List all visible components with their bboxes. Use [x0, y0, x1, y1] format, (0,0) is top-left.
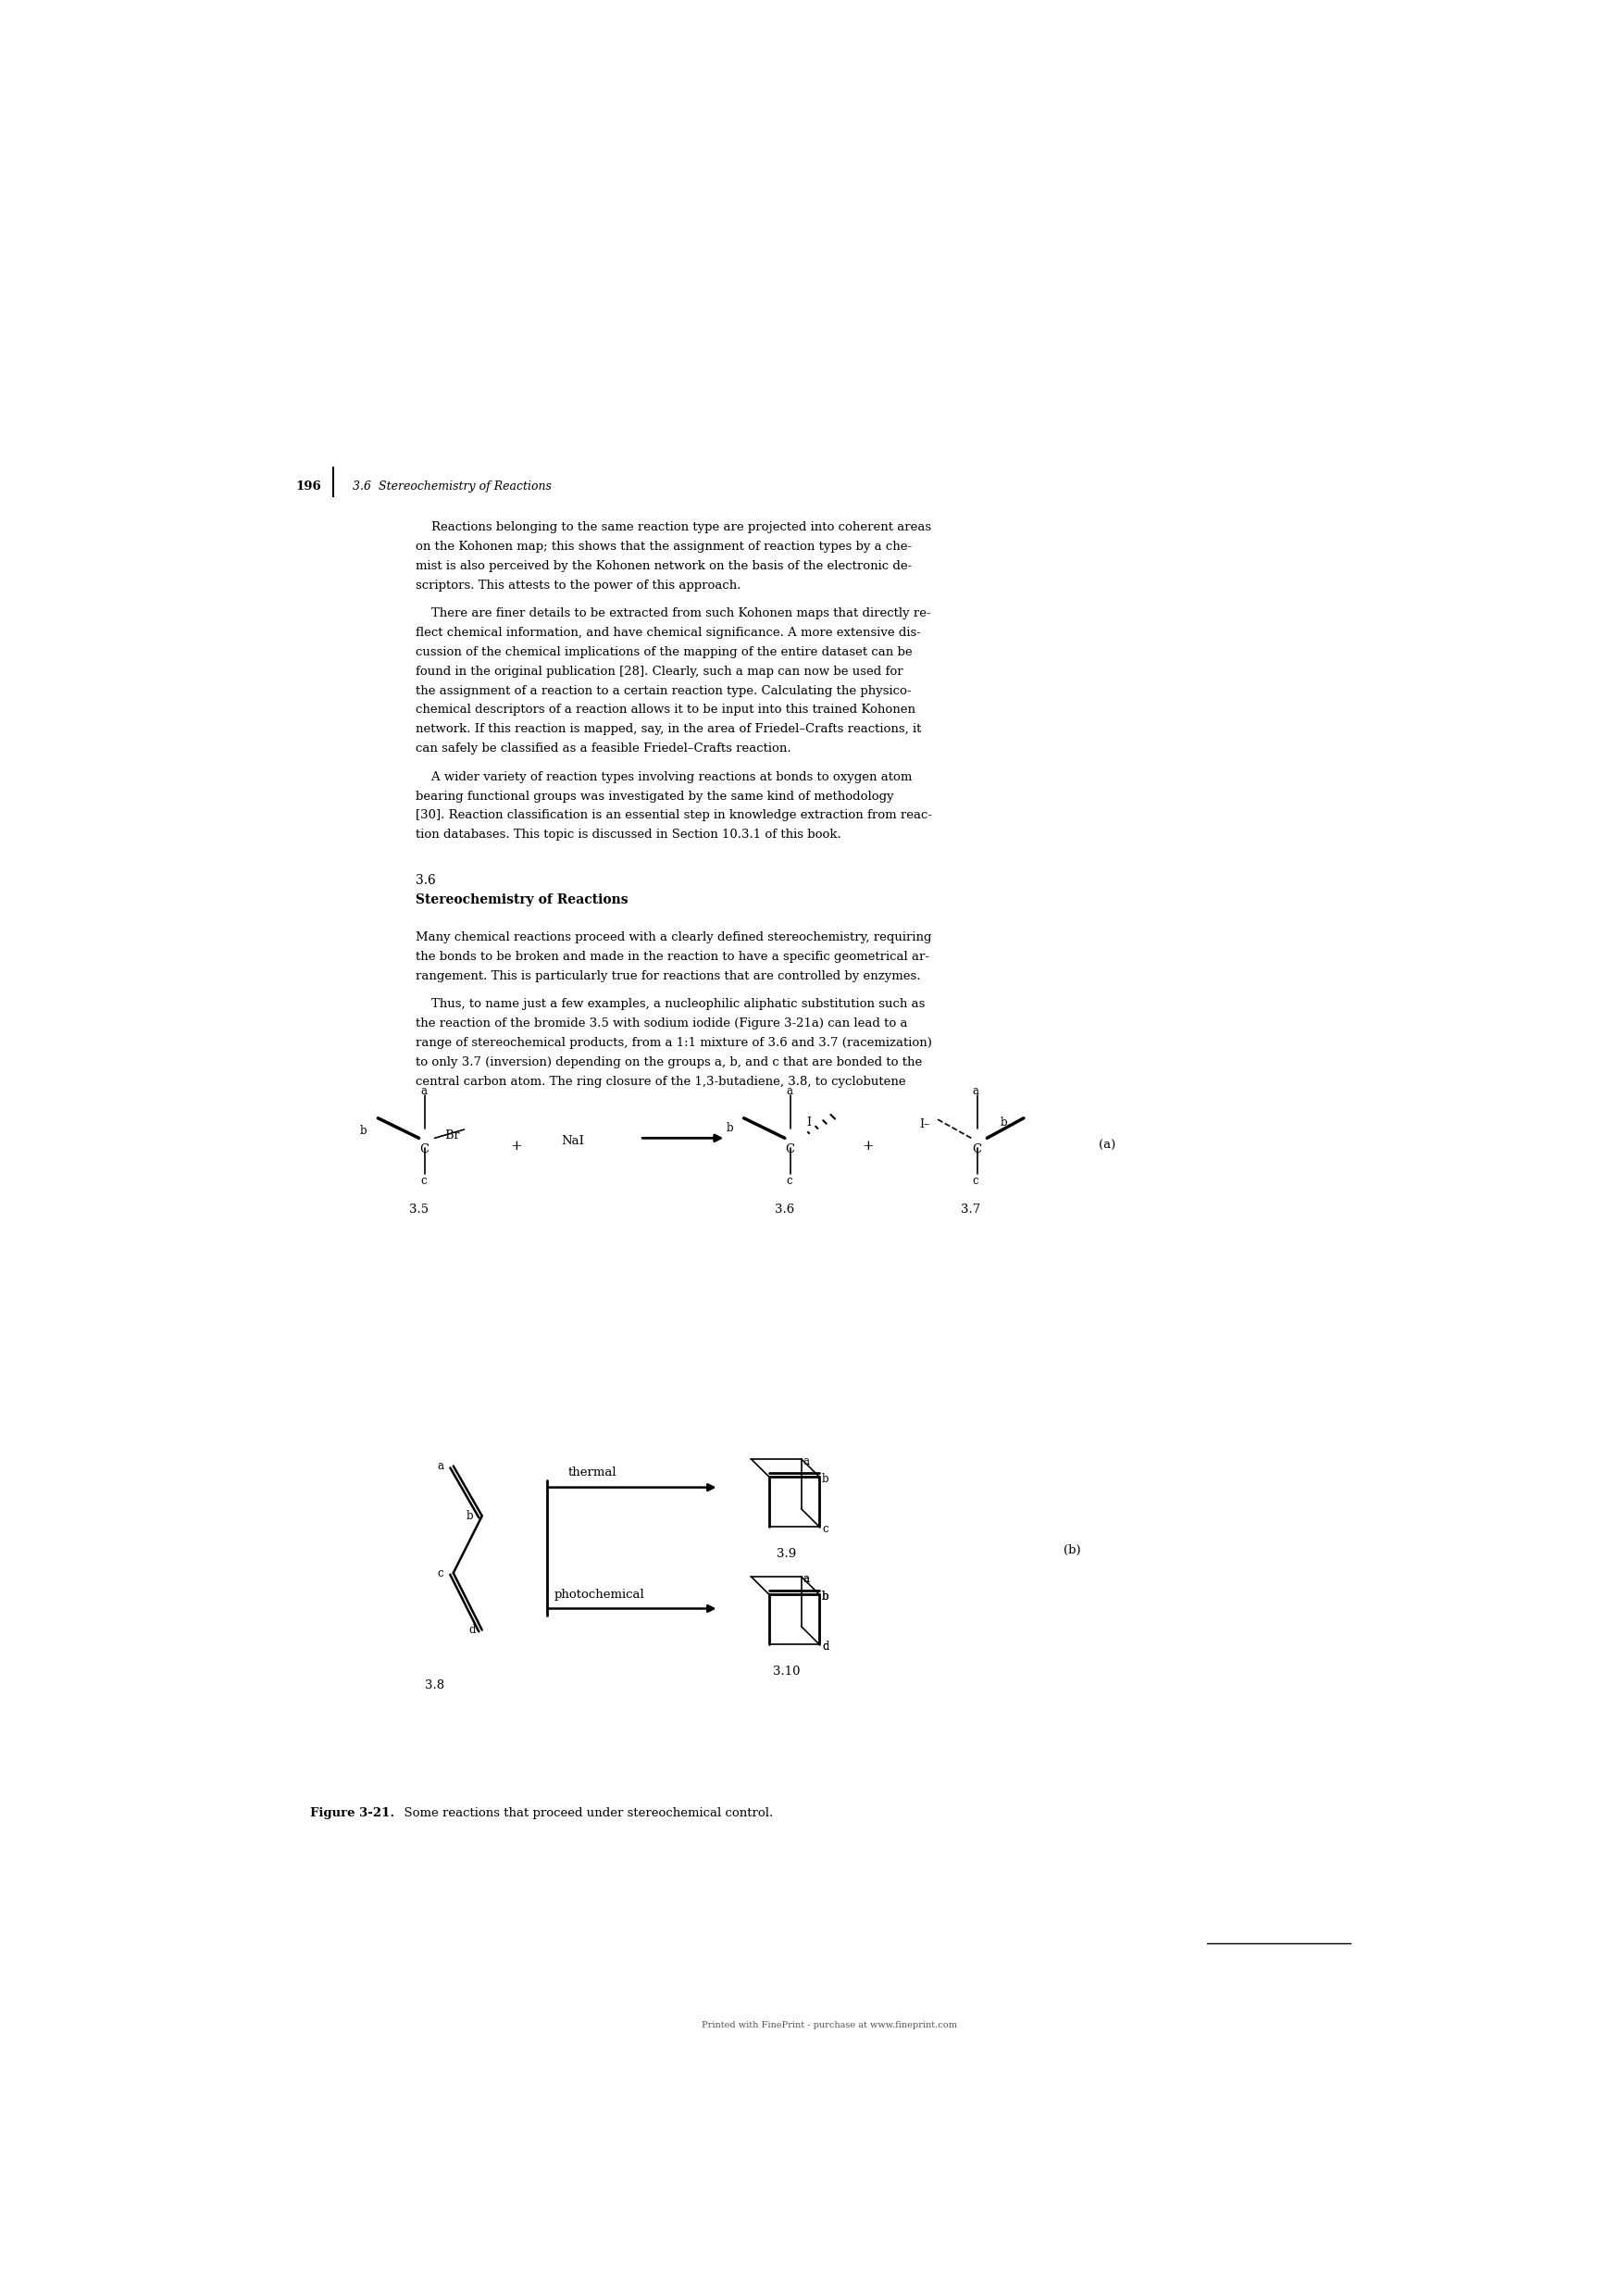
- Text: range of stereochemical products, from a 1:1 mixture of 3.6 and 3.7 (racemizatio: range of stereochemical products, from a…: [416, 1038, 932, 1049]
- Text: I: I: [806, 1116, 811, 1130]
- Text: [30]. Reaction classification is an essential step in knowledge extraction from : [30]. Reaction classification is an esse…: [416, 810, 932, 822]
- Text: d: d: [822, 1642, 828, 1653]
- Text: b: b: [822, 1591, 828, 1603]
- Text: network. If this reaction is mapped, say, in the area of Friedel–Crafts reaction: network. If this reaction is mapped, say…: [416, 723, 921, 735]
- Text: Figure 3-21.: Figure 3-21.: [311, 1807, 395, 1818]
- Text: (a): (a): [1099, 1139, 1116, 1153]
- Text: a: a: [803, 1573, 809, 1584]
- Text: Printed with FinePrint - purchase at www.fineprint.com: Printed with FinePrint - purchase at www…: [702, 2020, 956, 2030]
- Text: +: +: [862, 1139, 874, 1153]
- Text: b: b: [1000, 1116, 1006, 1130]
- Text: tion databases. This topic is discussed in Section 10.3.1 of this book.: tion databases. This topic is discussed …: [416, 829, 841, 840]
- Text: the reaction of the bromide 3.5 with sodium iodide (Figure 3-21a) can lead to a: the reaction of the bromide 3.5 with sod…: [416, 1017, 908, 1029]
- Text: NaI: NaI: [561, 1134, 584, 1148]
- Text: 3.9: 3.9: [777, 1548, 796, 1559]
- Text: A wider variety of reaction types involving reactions at bonds to oxygen atom: A wider variety of reaction types involv…: [416, 771, 913, 783]
- Text: scriptors. This attests to the power of this approach.: scriptors. This attests to the power of …: [416, 579, 741, 592]
- Text: 196: 196: [296, 480, 322, 494]
- Text: 3.6  Stereochemistry of Reactions: 3.6 Stereochemistry of Reactions: [353, 480, 552, 494]
- Text: –Br: –Br: [440, 1130, 460, 1141]
- Text: a: a: [421, 1084, 427, 1097]
- Text: c: c: [437, 1568, 443, 1580]
- Text: 3.10: 3.10: [772, 1665, 799, 1678]
- Text: on the Kohonen map; this shows that the assignment of reaction types by a che-: on the Kohonen map; this shows that the …: [416, 540, 911, 553]
- Text: a: a: [803, 1456, 809, 1467]
- Text: +: +: [511, 1139, 523, 1153]
- Text: chemical descriptors of a reaction allows it to be input into this trained Kohon: chemical descriptors of a reaction allow…: [416, 705, 916, 716]
- Text: Reactions belonging to the same reaction type are projected into coherent areas: Reactions belonging to the same reaction…: [416, 521, 930, 533]
- Text: a: a: [972, 1084, 979, 1097]
- Text: central carbon atom. The ring closure of the 1,3-butadiene, 3.8, to cyclobutene: central carbon atom. The ring closure of…: [416, 1075, 906, 1088]
- Text: to only 3.7 (inversion) depending on the groups a, b, and c that are bonded to t: to only 3.7 (inversion) depending on the…: [416, 1056, 922, 1068]
- Text: a: a: [786, 1084, 793, 1097]
- Text: the bonds to be broken and made in the reaction to have a specific geometrical a: the bonds to be broken and made in the r…: [416, 951, 929, 962]
- Text: flect chemical information, and have chemical significance. A more extensive dis: flect chemical information, and have che…: [416, 627, 921, 638]
- Text: found in the original publication [28]. Clearly, such a map can now be used for: found in the original publication [28]. …: [416, 666, 903, 677]
- Text: Some reactions that proceed under stereochemical control.: Some reactions that proceed under stereo…: [396, 1807, 773, 1818]
- Text: 3.6: 3.6: [416, 875, 435, 886]
- Text: C: C: [972, 1143, 982, 1155]
- Text: a: a: [437, 1460, 443, 1472]
- Text: photochemical: photochemical: [553, 1589, 644, 1600]
- Text: Stereochemistry of Reactions: Stereochemistry of Reactions: [416, 893, 628, 907]
- Text: 3.8: 3.8: [424, 1681, 445, 1692]
- Text: c: c: [972, 1176, 979, 1187]
- Text: Many chemical reactions proceed with a clearly defined stereochemistry, requirin: Many chemical reactions proceed with a c…: [416, 932, 932, 944]
- Text: b: b: [822, 1474, 828, 1486]
- Text: thermal: thermal: [568, 1467, 616, 1479]
- Text: b: b: [466, 1511, 474, 1522]
- Text: bearing functional groups was investigated by the same kind of methodology: bearing functional groups was investigat…: [416, 790, 893, 801]
- Text: 3.6: 3.6: [775, 1203, 794, 1215]
- Text: cussion of the chemical implications of the mapping of the entire dataset can be: cussion of the chemical implications of …: [416, 645, 913, 659]
- Text: c: c: [822, 1522, 828, 1536]
- Text: b: b: [361, 1125, 367, 1137]
- Text: Thus, to name just a few examples, a nucleophilic aliphatic substitution such as: Thus, to name just a few examples, a nuc…: [416, 999, 925, 1010]
- Text: C: C: [785, 1143, 794, 1155]
- Text: 3.7: 3.7: [961, 1203, 981, 1215]
- Text: 3.5: 3.5: [409, 1203, 429, 1215]
- Text: can safely be classified as a feasible Friedel–Crafts reaction.: can safely be classified as a feasible F…: [416, 742, 791, 755]
- Text: c: c: [786, 1176, 793, 1187]
- Text: b: b: [726, 1123, 733, 1134]
- Text: I–: I–: [919, 1118, 930, 1130]
- Text: rangement. This is particularly true for reactions that are controlled by enzyme: rangement. This is particularly true for…: [416, 969, 921, 983]
- Text: the assignment of a reaction to a certain reaction type. Calculating the physico: the assignment of a reaction to a certai…: [416, 684, 911, 696]
- Text: mist is also perceived by the Kohonen network on the basis of the electronic de-: mist is also perceived by the Kohonen ne…: [416, 560, 911, 572]
- Text: C: C: [419, 1143, 429, 1155]
- Text: d: d: [469, 1623, 476, 1637]
- Text: There are finer details to be extracted from such Kohonen maps that directly re-: There are finer details to be extracted …: [416, 608, 930, 620]
- Text: a: a: [803, 1573, 809, 1584]
- Text: b: b: [822, 1591, 828, 1603]
- Text: (b): (b): [1063, 1545, 1081, 1557]
- Text: c: c: [421, 1176, 427, 1187]
- Text: c: c: [822, 1642, 828, 1653]
